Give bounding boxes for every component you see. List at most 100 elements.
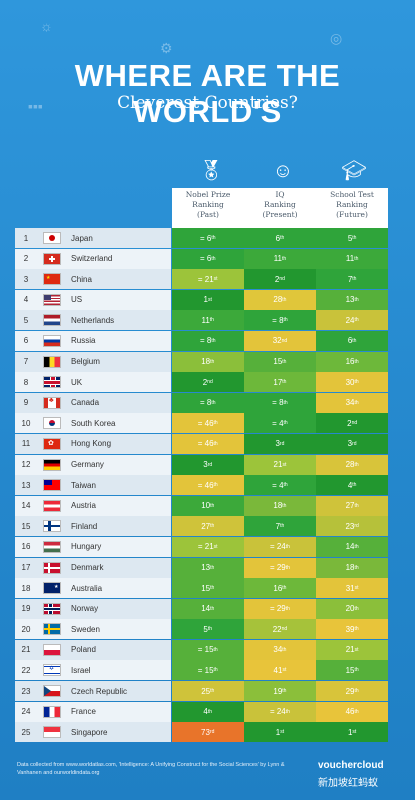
rank-number: 2 [23, 254, 29, 264]
rank-number: 17 [21, 563, 31, 572]
country-name: Singapore [71, 727, 108, 737]
row-label: 21 Poland [15, 639, 172, 660]
flag-cn-icon: ★ [43, 273, 61, 286]
flag-au-icon: ★ [43, 582, 61, 595]
rank-number: 3 [23, 274, 29, 284]
flag-hu-icon [43, 540, 61, 553]
rank-number: 9 [23, 398, 29, 408]
rank-number: 8 [23, 377, 29, 387]
country-name: Austria [71, 501, 96, 511]
country-name: South Korea [71, 418, 116, 428]
watermark: 新加坡红蚂蚁 [318, 778, 378, 789]
rank-number: 18 [21, 583, 31, 593]
row-label: 2 Switzerland [15, 248, 172, 269]
brain-icon: ☺ [272, 160, 294, 182]
rank-number: 24 [21, 707, 31, 717]
row-label: 5 Netherlands [15, 310, 172, 331]
page-subtitle: Cleverest Countries? [117, 93, 298, 113]
flag-cz-icon [43, 685, 61, 698]
lightbulb-icon: ☼ [40, 18, 53, 34]
flag-be-icon [43, 355, 61, 368]
country-name: Czech Republic [71, 686, 128, 696]
country-name: US [71, 295, 83, 305]
row-label: 1 Japan [15, 228, 172, 248]
gear-icon: ⚙ [160, 40, 173, 56]
country-name: Denmark [71, 563, 104, 572]
rank-number: 19 [21, 604, 31, 614]
flag-il-icon: ✡ [43, 664, 61, 677]
rank-number: 1 [23, 233, 29, 243]
row-label: 16 Hungary [15, 536, 172, 557]
country-name: Finland [71, 521, 98, 531]
column-header-school: School Test Ranking (Future) [330, 190, 374, 219]
country-name: Taiwan [71, 480, 96, 490]
rank-number: 22 [21, 665, 31, 675]
rank-number: 6 [23, 336, 29, 346]
flag-dk-icon [43, 561, 61, 574]
row-label: 19 Norway [15, 598, 172, 619]
rank-number: 16 [21, 542, 31, 552]
country-name: Germany [71, 460, 104, 470]
row-label: 11 ✿ Hong Kong [15, 433, 172, 454]
country-name: UK [71, 377, 83, 387]
rank-number: 14 [21, 501, 31, 511]
footer-source: Data collected from www.worldatlas.com, … [17, 762, 285, 776]
country-name: Switzerland [71, 254, 113, 264]
row-label: 6 Russia [15, 330, 172, 351]
column-header-nobel: Nobel Prize Ranking (Past) [185, 190, 231, 219]
rank-number: 5 [23, 315, 29, 325]
rank-number: 11 [21, 439, 31, 449]
rank-number: 4 [23, 295, 29, 305]
rank-number: 10 [21, 418, 31, 428]
country-name: Australia [71, 583, 103, 593]
rank-number: 15 [21, 521, 31, 531]
